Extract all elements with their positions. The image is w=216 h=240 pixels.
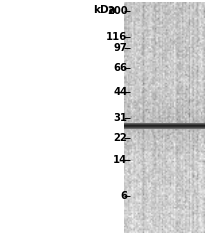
Text: 116: 116 (106, 32, 127, 42)
Bar (124, 127, 205, 128)
Bar (124, 123, 205, 124)
Text: kDa: kDa (93, 5, 116, 15)
Text: 6: 6 (121, 191, 127, 201)
Bar (124, 126, 205, 127)
Text: 22: 22 (114, 133, 127, 143)
Bar (124, 128, 205, 129)
Text: 97: 97 (114, 43, 127, 53)
Bar (124, 124, 205, 125)
Text: 31: 31 (113, 113, 127, 123)
Text: 66: 66 (113, 63, 127, 73)
Bar (124, 123, 205, 124)
Text: 14: 14 (113, 155, 127, 165)
Text: 200: 200 (107, 6, 127, 16)
Bar (124, 127, 205, 128)
Bar (124, 2, 205, 233)
Text: 44: 44 (113, 87, 127, 97)
Bar (124, 125, 205, 126)
Bar (124, 126, 205, 127)
